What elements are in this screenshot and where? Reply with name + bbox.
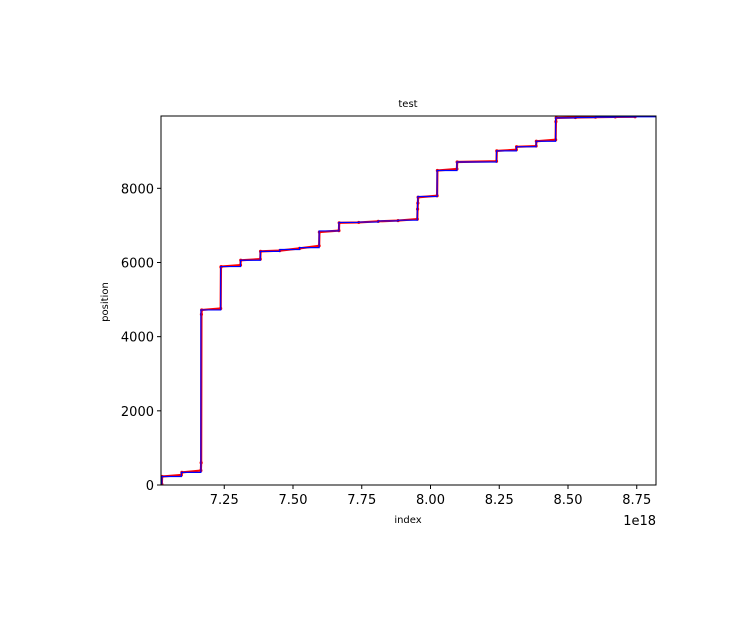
x-axis-offset-label: 1e18 <box>623 514 656 529</box>
x-tick-label: 7.50 <box>279 493 308 508</box>
y-tick-label: 0 <box>146 479 154 494</box>
y-tick-label: 6000 <box>121 256 154 271</box>
y-tick-label: 2000 <box>121 405 154 420</box>
y-axis-label: position <box>100 282 111 322</box>
y-tick-label: 4000 <box>121 331 154 346</box>
plot-background <box>161 116 656 485</box>
x-axis-label: index <box>394 515 421 526</box>
y-tick-label: 8000 <box>121 182 154 197</box>
y-axis: 0 2000 4000 6000 8000 <box>121 182 161 494</box>
x-tick-label: 8.00 <box>416 493 445 508</box>
plot-frame <box>160 115 657 486</box>
chart-title: test <box>398 99 417 110</box>
x-tick-label: 7.75 <box>347 493 376 508</box>
x-axis: 7.25 7.50 7.75 8.00 8.25 8.50 8.75 <box>210 485 651 508</box>
x-tick-label: 8.75 <box>622 493 651 508</box>
plot-area <box>160 115 657 486</box>
x-tick-label: 8.25 <box>485 493 514 508</box>
x-tick-label: 7.25 <box>210 493 239 508</box>
x-tick-label: 8.50 <box>554 493 583 508</box>
series-layer <box>161 116 656 485</box>
series-blue-step-line <box>161 116 656 485</box>
